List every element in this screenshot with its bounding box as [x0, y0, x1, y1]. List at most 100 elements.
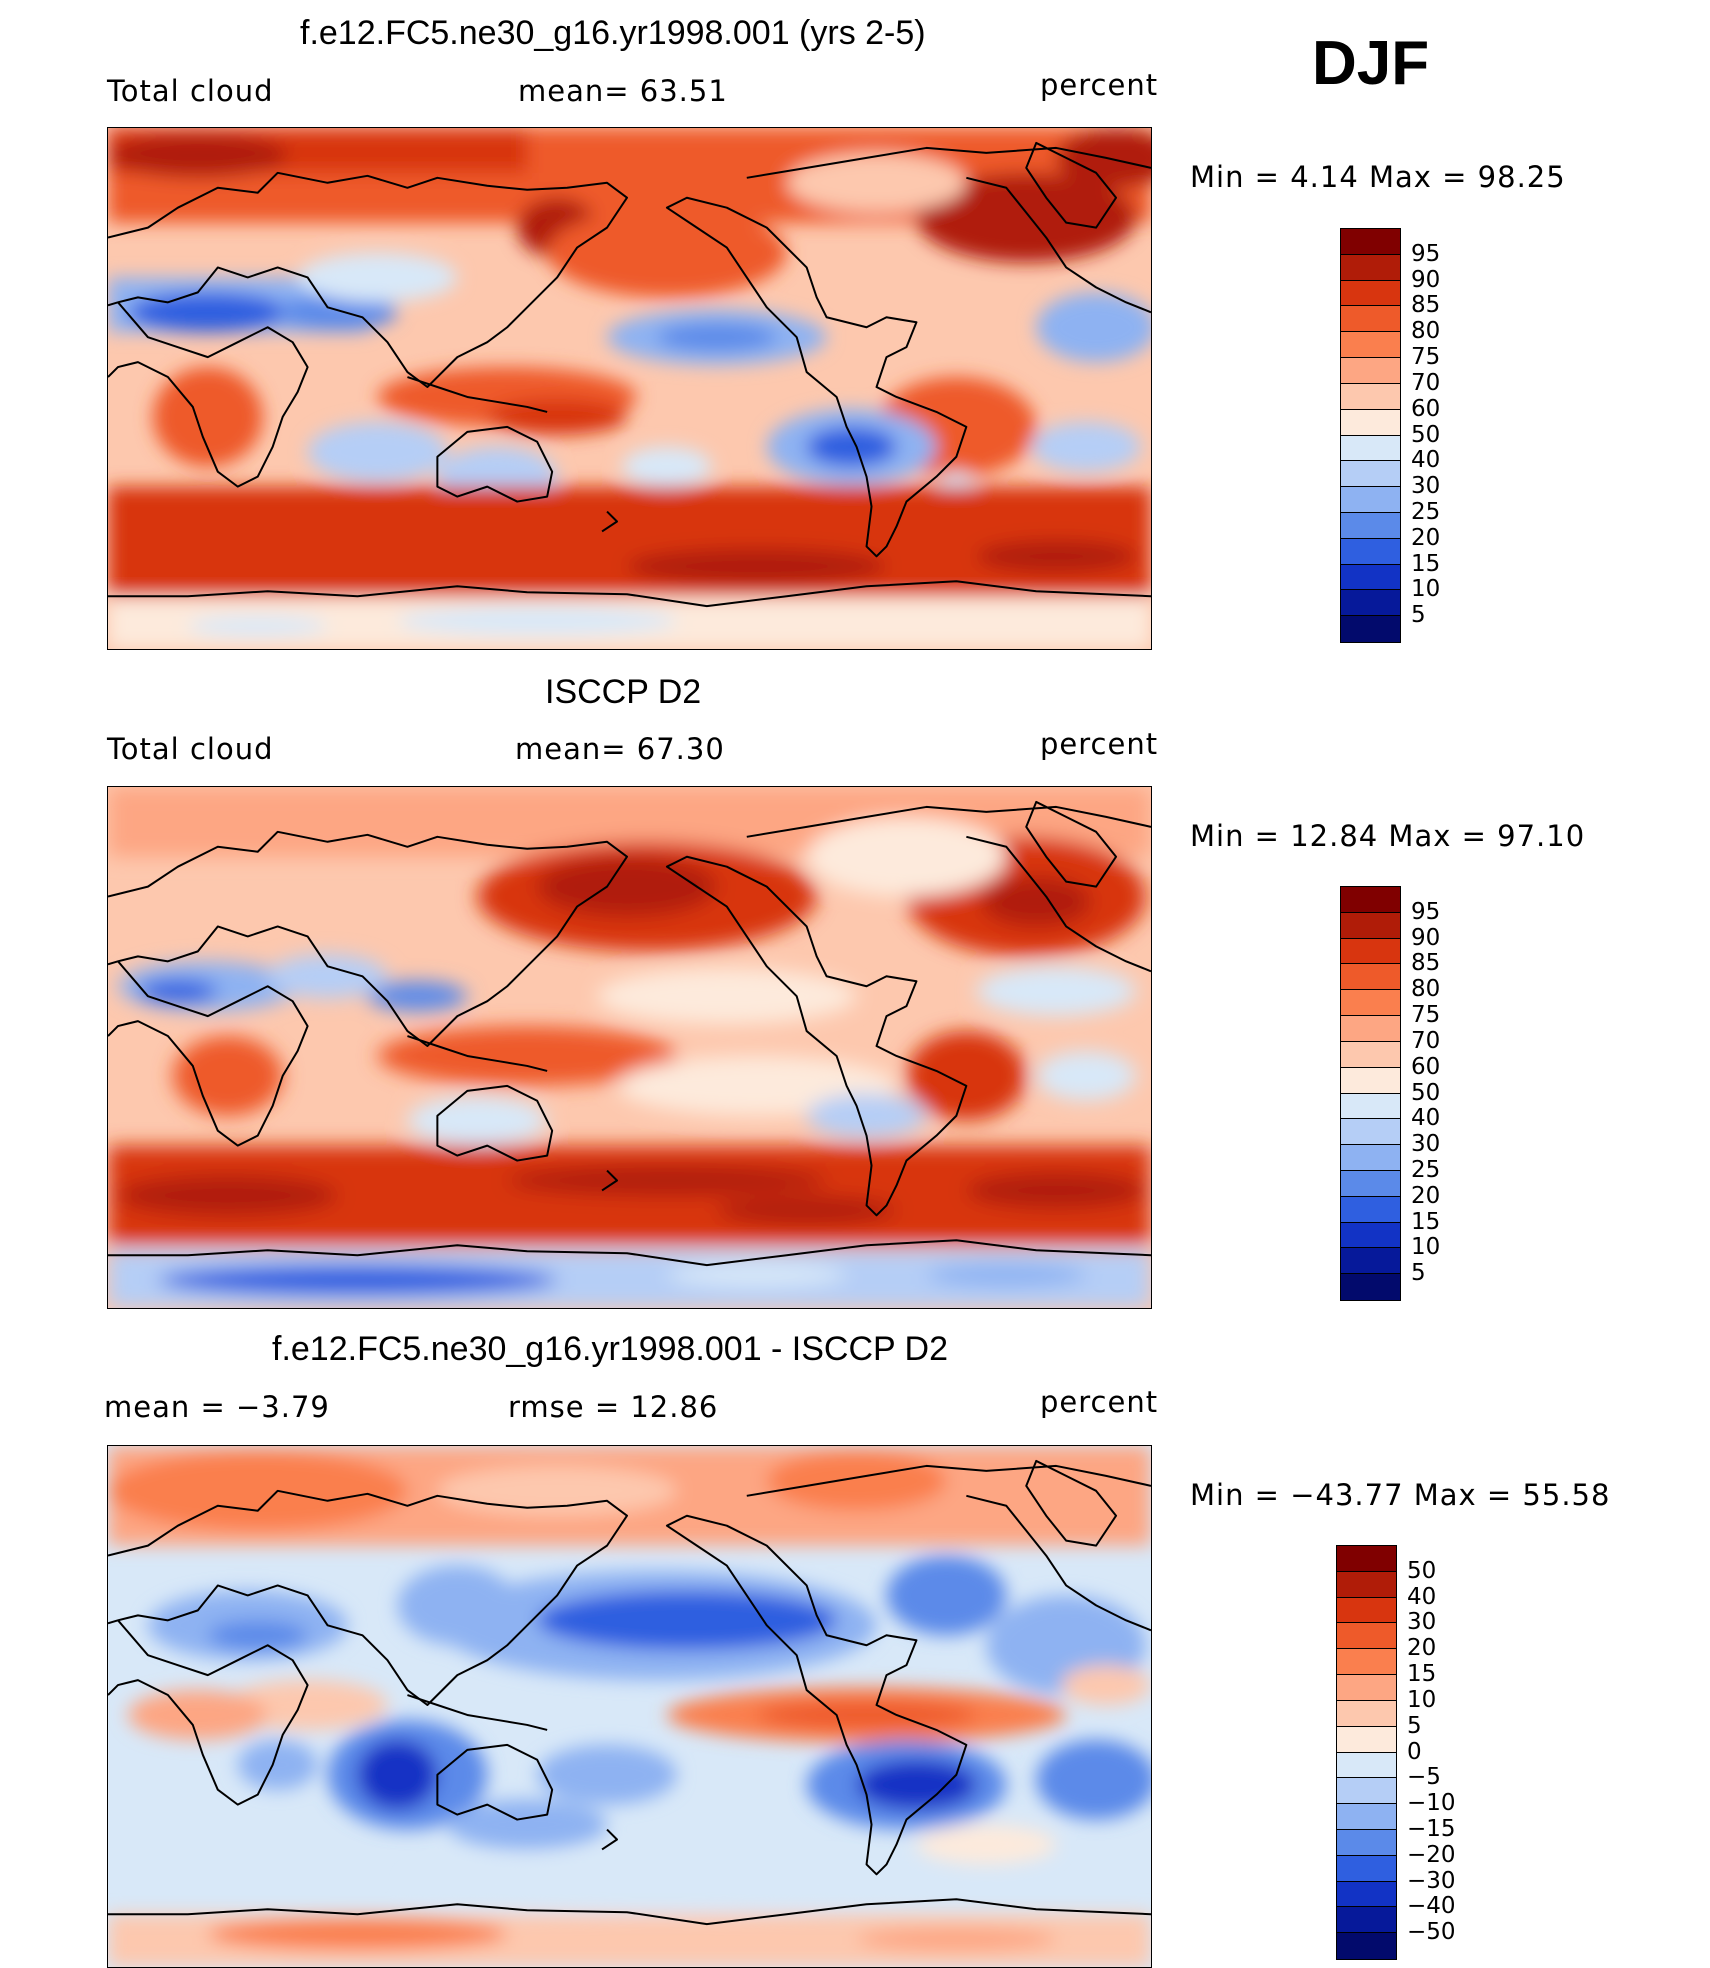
panel1-units-label: percent — [1040, 68, 1159, 102]
colorbar-tick-label: 5 — [1411, 1260, 1426, 1287]
colorbar-swatch — [1341, 358, 1400, 384]
colorbar-swatch — [1341, 1170, 1400, 1197]
colorbar-tick-label: 90 — [1411, 924, 1441, 951]
panel1-mean-label: mean= 63.51 — [518, 74, 728, 108]
colorbar-tick-label: 15 — [1411, 550, 1441, 577]
colorbar-swatch — [1341, 887, 1400, 913]
colorbar-tick-label: −15 — [1407, 1815, 1456, 1842]
colorbar-swatch — [1337, 1726, 1396, 1753]
colorbar-tick-label: 95 — [1411, 898, 1441, 925]
colorbar-swatch — [1341, 1041, 1400, 1068]
colorbar-tick-label: 90 — [1411, 266, 1441, 293]
colorbar-swatch — [1341, 229, 1400, 255]
colorbar-tick-label: 60 — [1411, 395, 1441, 422]
panel3-colorbar — [1336, 1545, 1397, 1960]
panel2-field — [108, 787, 1151, 1308]
panel3-title: f.e12.FC5.ne30_g16.yr1998.001 - ISCCP D2 — [272, 1330, 949, 1368]
colorbar-swatch — [1337, 1829, 1396, 1856]
colorbar-swatch — [1341, 1222, 1400, 1249]
colorbar-tick-label: 5 — [1411, 602, 1426, 629]
panel2-title: ISCCP D2 — [545, 673, 702, 711]
colorbar-swatch — [1341, 538, 1400, 565]
panel2-mean-label: mean= 67.30 — [515, 732, 725, 766]
colorbar-swatch — [1341, 964, 1400, 991]
colorbar-swatch — [1341, 1248, 1400, 1275]
colorbar-swatch — [1341, 512, 1400, 539]
colorbar-swatch — [1341, 1016, 1400, 1042]
colorbar-tick-label: 40 — [1407, 1583, 1437, 1610]
colorbar-swatch — [1337, 1855, 1396, 1882]
panel2-colorbar — [1340, 886, 1401, 1301]
colorbar-tick-label: 5 — [1407, 1712, 1422, 1739]
colorbar-tick-label: 85 — [1411, 292, 1441, 319]
panel3-mean-label: mean = −3.79 — [104, 1390, 330, 1424]
colorbar-swatch — [1341, 487, 1400, 513]
panel1-minmax: Min = 4.14 Max = 98.25 — [1190, 160, 1566, 194]
colorbar-tick-label: 75 — [1411, 344, 1441, 371]
colorbar-swatch — [1341, 1093, 1400, 1120]
colorbar-tick-label: 15 — [1411, 1208, 1441, 1235]
colorbar-tick-label: 70 — [1411, 369, 1441, 396]
colorbar-swatch — [1341, 1196, 1400, 1223]
colorbar-swatch — [1341, 1145, 1400, 1171]
colorbar-swatch — [1337, 1597, 1396, 1624]
season-label: DJF — [1312, 29, 1430, 98]
colorbar-tick-label: 85 — [1411, 950, 1441, 977]
colorbar-swatch — [1337, 1700, 1396, 1727]
colorbar-tick-label: 30 — [1411, 1131, 1441, 1158]
panel1-field-label: Total cloud — [107, 74, 274, 108]
colorbar-tick-label: −10 — [1407, 1790, 1456, 1817]
colorbar-swatch — [1341, 616, 1400, 642]
colorbar-tick-label: 50 — [1407, 1557, 1437, 1584]
colorbar-tick-label: 25 — [1411, 498, 1441, 525]
colorbar-swatch — [1337, 1649, 1396, 1676]
panel3-coastlines — [108, 1459, 1151, 1926]
colorbar-tick-label: −5 — [1407, 1764, 1441, 1791]
colorbar-swatch — [1337, 1778, 1396, 1805]
colorbar-tick-label: 50 — [1411, 421, 1441, 448]
colorbar-swatch — [1341, 409, 1400, 436]
colorbar-tick-label: 15 — [1407, 1661, 1437, 1688]
colorbar-swatch — [1341, 564, 1400, 591]
colorbar-swatch — [1341, 938, 1400, 965]
colorbar-swatch — [1337, 1571, 1396, 1598]
panel2-field-label: Total cloud — [107, 732, 274, 766]
panel3-map — [107, 1445, 1152, 1968]
colorbar-tick-label: −40 — [1407, 1893, 1456, 1920]
colorbar-tick-label: −50 — [1407, 1919, 1456, 1946]
colorbar-tick-label: 80 — [1411, 318, 1441, 345]
colorbar-tick-label: 10 — [1411, 1234, 1441, 1261]
panel2-units-label: percent — [1040, 727, 1159, 761]
colorbar-swatch — [1337, 1546, 1396, 1572]
colorbar-swatch — [1341, 332, 1400, 359]
colorbar-tick-label: 60 — [1411, 1053, 1441, 1080]
colorbar-tick-label: −30 — [1407, 1867, 1456, 1894]
panel1-title: f.e12.FC5.ne30_g16.yr1998.001 (yrs 2-5) — [300, 14, 926, 52]
colorbar-swatch — [1337, 1881, 1396, 1908]
colorbar-tick-label: 75 — [1411, 1002, 1441, 1029]
panel3-field — [108, 1446, 1151, 1967]
colorbar-swatch — [1337, 1804, 1396, 1830]
panel1-map — [107, 127, 1152, 650]
colorbar-swatch — [1341, 590, 1400, 617]
panel3-minmax: Min = −43.77 Max = 55.58 — [1190, 1478, 1611, 1512]
panel1-coastlines — [108, 141, 1151, 608]
colorbar-swatch — [1341, 1067, 1400, 1094]
panel2-map — [107, 786, 1152, 1309]
colorbar-tick-label: 40 — [1411, 447, 1441, 474]
panel1-field — [108, 128, 1151, 649]
colorbar-swatch — [1341, 435, 1400, 462]
panel1-colorbar — [1340, 228, 1401, 643]
colorbar-tick-label: 10 — [1407, 1686, 1437, 1713]
panel2-minmax: Min = 12.84 Max = 97.10 — [1190, 819, 1586, 853]
colorbar-tick-label: 50 — [1411, 1079, 1441, 1106]
colorbar-swatch — [1341, 280, 1400, 307]
colorbar-swatch — [1341, 912, 1400, 939]
colorbar-tick-label: 95 — [1411, 240, 1441, 267]
colorbar-swatch — [1337, 1623, 1396, 1650]
colorbar-tick-label: −20 — [1407, 1841, 1456, 1868]
colorbar-tick-label: 70 — [1411, 1027, 1441, 1054]
colorbar-tick-label: 20 — [1411, 524, 1441, 551]
colorbar-swatch — [1341, 990, 1400, 1017]
colorbar-swatch — [1341, 1119, 1400, 1146]
